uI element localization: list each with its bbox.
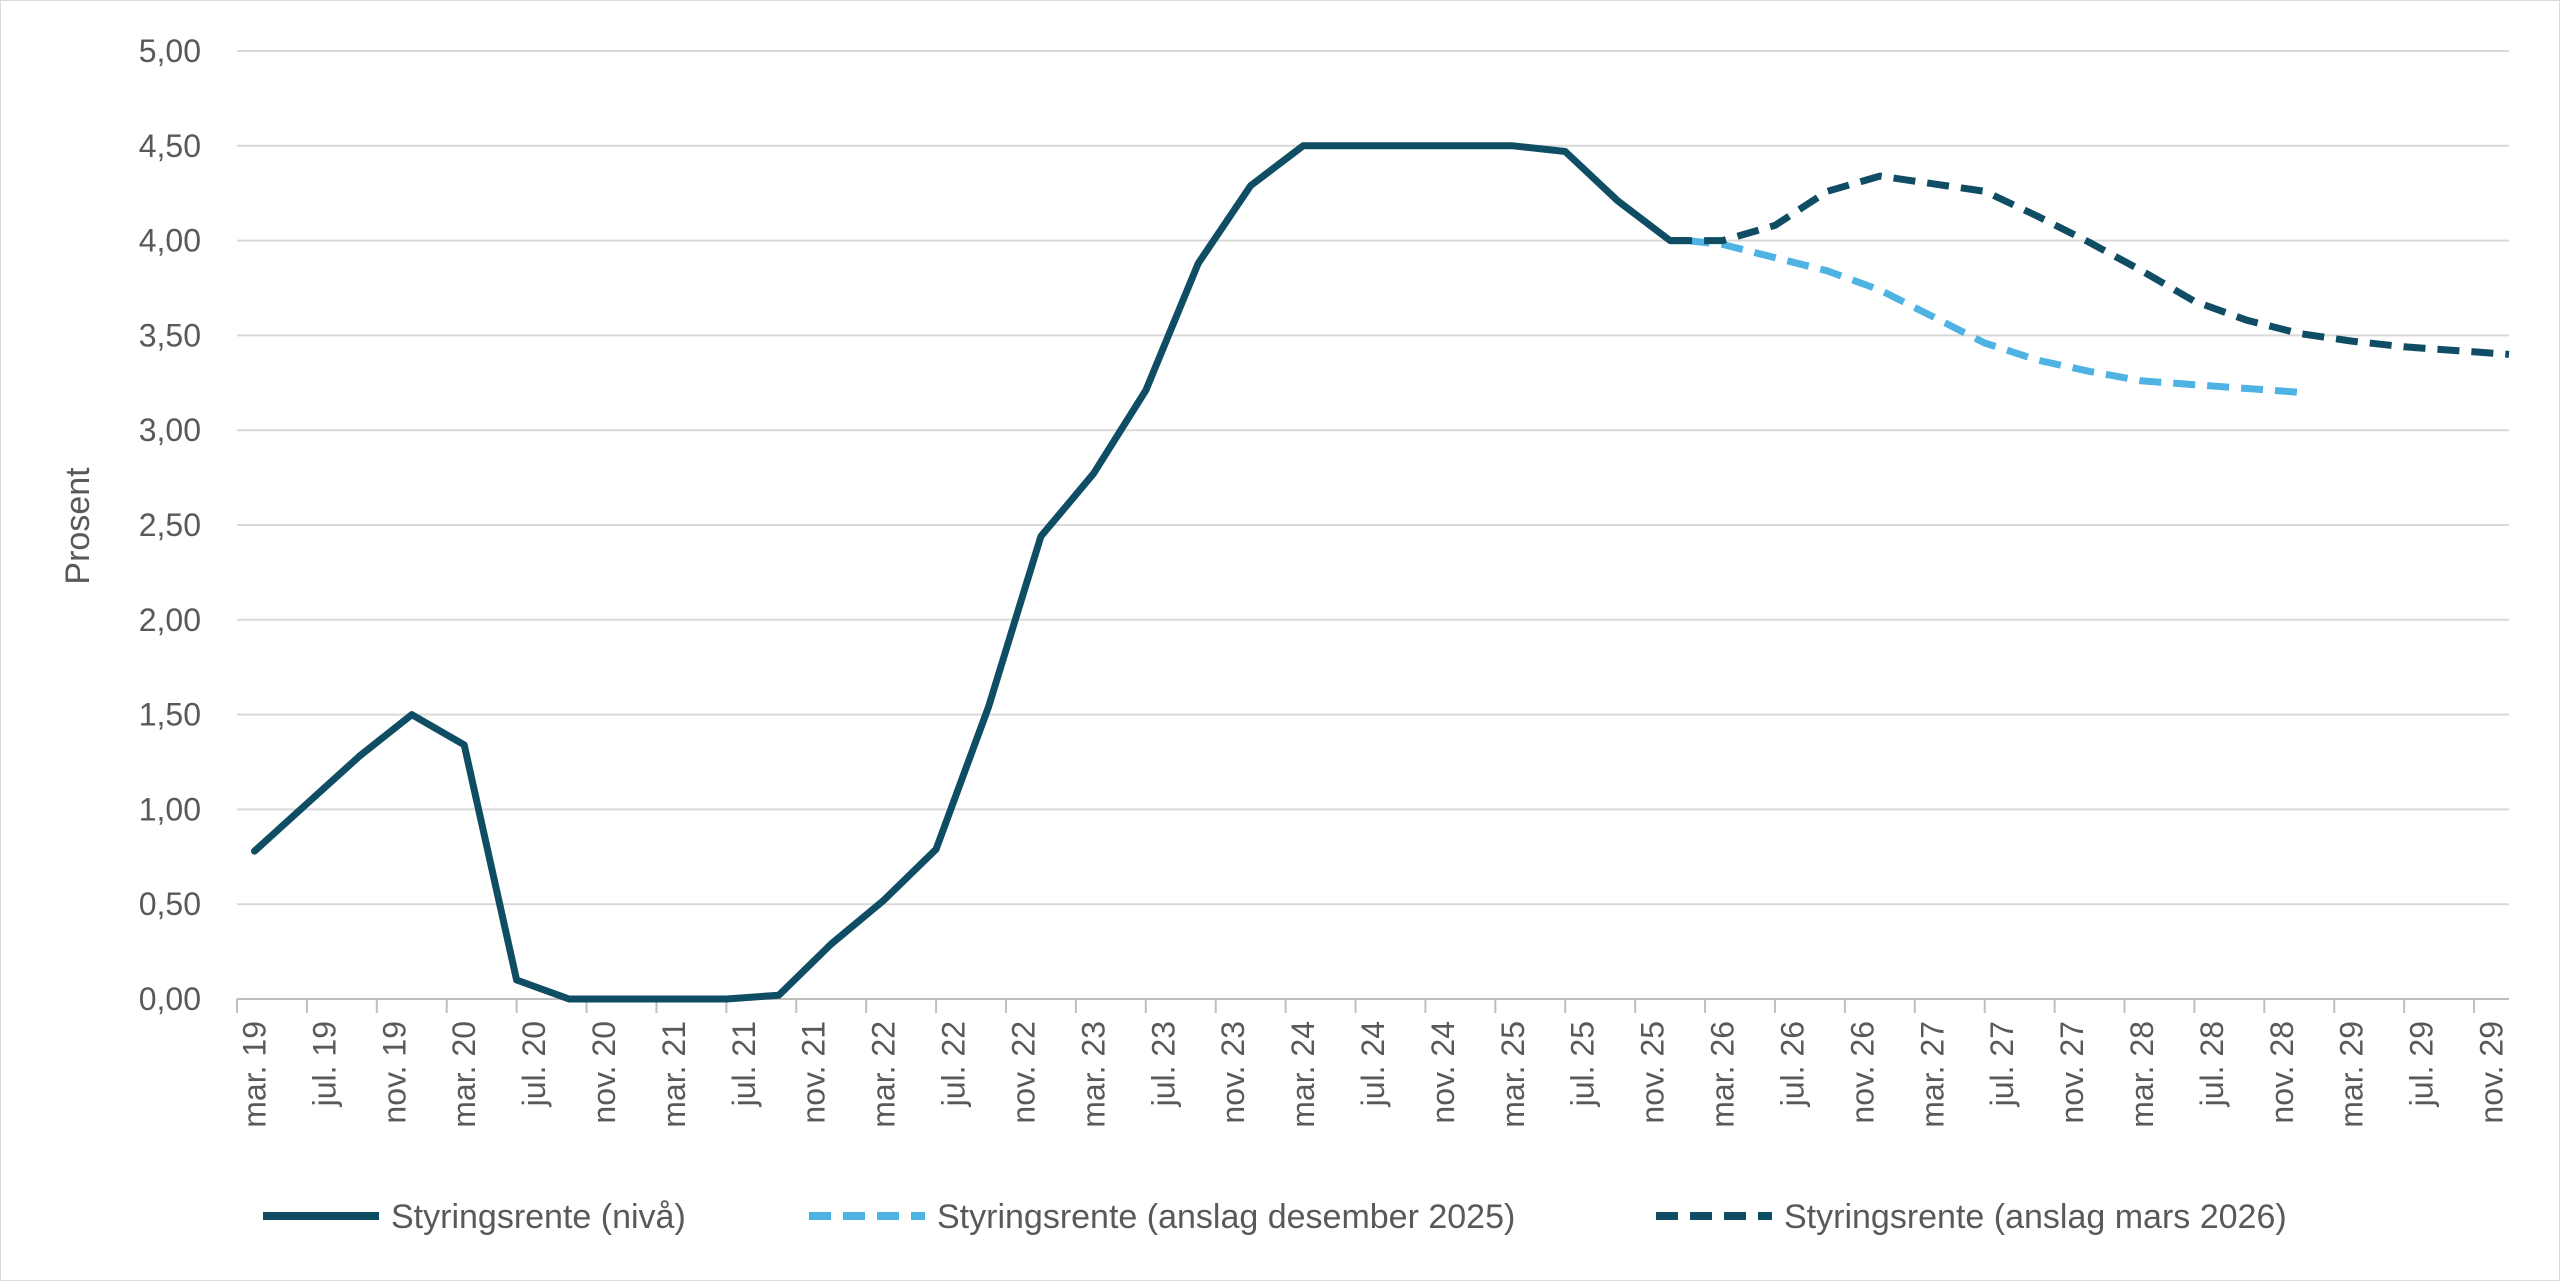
x-tick-label: jul. 26 [1774,1021,1810,1107]
y-tick-label: 0,00 [139,981,201,1017]
legend-label-3: Styringsrente (anslag mars 2026) [1784,1198,2287,1236]
x-tick-label: jul. 19 [306,1021,342,1107]
x-tick-label: jul. 29 [2404,1021,2440,1107]
x-tick-label: nov. 21 [796,1021,832,1124]
x-tick-label: mar. 28 [2124,1021,2160,1128]
x-tick-label: jul. 25 [1565,1021,1601,1107]
x-tick-label: nov. 24 [1425,1021,1461,1124]
x-tick-label: nov. 28 [2264,1021,2300,1124]
x-tick-label: mar. 24 [1285,1021,1321,1128]
gridlines [237,50,2509,906]
x-tick-label: mar. 25 [1495,1021,1531,1128]
x-tick-label: mar. 21 [656,1021,692,1128]
x-tick-label: mar. 27 [1914,1021,1950,1128]
x-tick-label: nov. 29 [2474,1021,2510,1124]
legend-label-2: Styringsrente (anslag desember 2025) [937,1198,1515,1236]
y-tick-label: 2,50 [139,507,201,543]
x-tick-label: mar. 29 [2334,1021,2370,1128]
y-tick-label: 2,00 [139,602,201,638]
x-tick-label: nov. 22 [1005,1021,1041,1124]
x-tick-label: jul. 22 [936,1021,972,1107]
x-tick-label: nov. 20 [586,1021,622,1124]
x-tick-label: jul. 24 [1355,1021,1391,1107]
series-lines [251,142,2510,1003]
x-tick-label: mar. 26 [1705,1021,1741,1128]
x-tick-label: jul. 20 [516,1021,552,1107]
x-tick-label: nov. 19 [376,1021,412,1124]
y-tick-label: 5,00 [139,33,201,69]
y-tick-label: 4,50 [139,128,201,164]
series-line-2 [1687,237,2300,396]
y-tick-label: 1,50 [139,697,201,733]
y-axis-label: Prosent [59,467,97,585]
x-tick-label: jul. 28 [2194,1021,2230,1107]
y-tick-label: 3,50 [139,317,201,353]
x-axis: mar. 19 jul. 19 nov. 19 mar. 20 jul. 20 nov. … [236,998,2510,1128]
x-tick-label: jul. 27 [1984,1021,2020,1107]
x-tick-label: mar. 20 [446,1021,482,1128]
y-axis-ticks: 0,00 0,50 1,00 1,50 2,00 2,50 3,00 3,50 4,00 4,50… [139,33,201,1017]
legend: Styringsrente (nivå) Styringsrente (ansla… [263,1198,2287,1236]
x-tick-label: mar. 23 [1075,1021,1111,1128]
y-tick-label: 0,50 [139,886,201,922]
x-tick-label: jul. 23 [1145,1021,1181,1107]
series-line-1 [251,142,1692,1003]
y-tick-label: 1,00 [139,791,201,827]
series-line-3 [1670,172,2510,358]
y-tick-label: 3,00 [139,412,201,448]
legend-label-1: Styringsrente (nivå) [391,1198,686,1236]
x-tick-label: nov. 26 [1844,1021,1880,1124]
x-tick-label: jul. 21 [726,1021,762,1107]
x-tick-label: nov. 27 [2054,1021,2090,1124]
y-tick-label: 4,00 [139,223,201,259]
x-tick-label: mar. 19 [236,1021,272,1128]
x-tick-label: nov. 23 [1215,1021,1251,1124]
x-tick-label: nov. 25 [1635,1021,1671,1124]
x-tick-label: mar. 22 [866,1021,902,1128]
